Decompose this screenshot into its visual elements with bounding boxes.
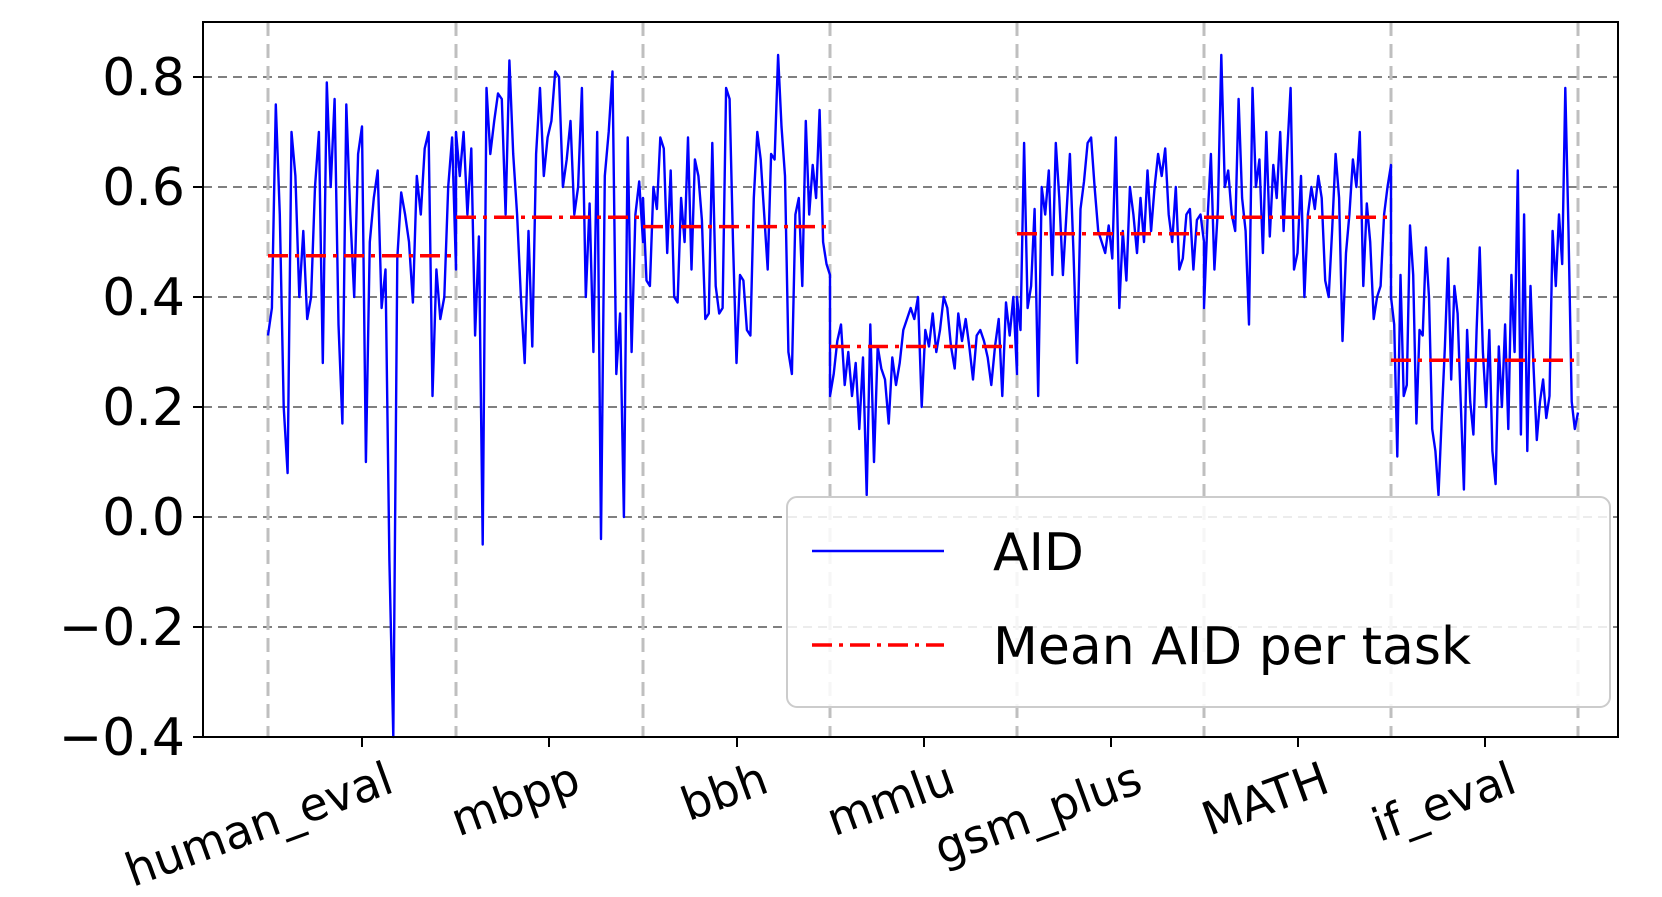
x-tick-label: MATH — [1195, 751, 1336, 846]
x-tick-label: human_eval — [118, 751, 400, 897]
y-axis-ticks: −0.4 −0.2 0.0 0.2 0.4 0.6 0.8 — [59, 48, 203, 768]
y-tick-label: 0.6 — [102, 158, 185, 218]
y-tick-label: −0.4 — [59, 708, 185, 768]
x-tick-label: gsm_plus — [927, 751, 1149, 876]
legend: AID Mean AID per task — [786, 496, 1611, 708]
y-tick-label: 0.8 — [102, 48, 185, 108]
x-tick-label: bbh — [674, 751, 775, 832]
legend-label-mean: Mean AID per task — [993, 617, 1471, 677]
legend-label-aid: AID — [993, 523, 1084, 583]
x-tick-label: if_eval — [1365, 751, 1523, 853]
legend-box — [786, 496, 1611, 708]
y-tick-label: −0.2 — [59, 598, 185, 658]
y-tick-label: 0.2 — [102, 378, 185, 438]
x-tick-label: mbpp — [444, 751, 587, 847]
y-tick-label: 0.4 — [102, 268, 185, 328]
series-mean-aid — [268, 215, 1578, 362]
plot-frame — [202, 21, 1619, 738]
y-tick-label: 0.0 — [102, 488, 185, 548]
